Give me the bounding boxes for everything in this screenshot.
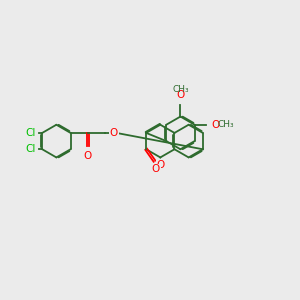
Text: Cl: Cl xyxy=(25,128,36,138)
Text: O: O xyxy=(84,151,92,161)
Text: CH₃: CH₃ xyxy=(218,120,234,129)
Text: O: O xyxy=(152,164,160,174)
Text: O: O xyxy=(110,128,118,138)
Text: O: O xyxy=(156,160,164,170)
Text: O: O xyxy=(176,90,184,100)
Text: O: O xyxy=(212,120,220,130)
Text: CH₃: CH₃ xyxy=(172,85,189,94)
Text: Cl: Cl xyxy=(25,144,36,154)
